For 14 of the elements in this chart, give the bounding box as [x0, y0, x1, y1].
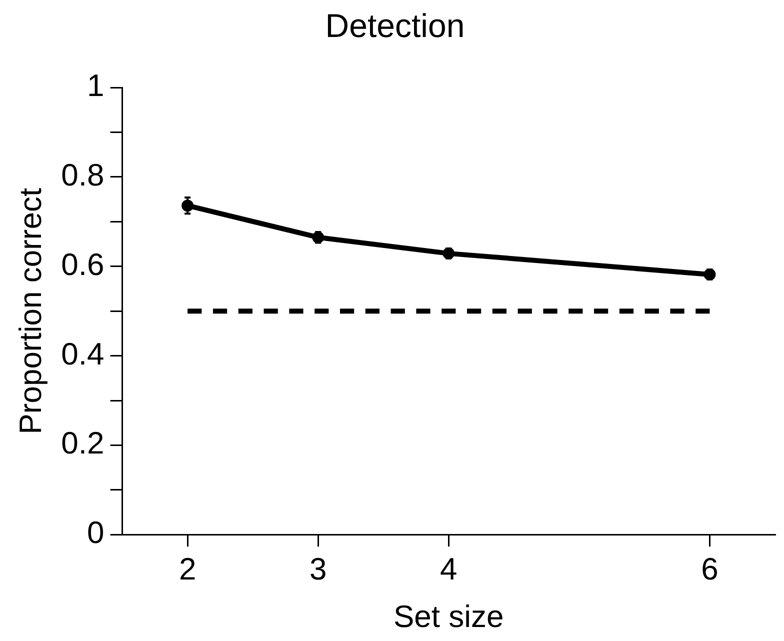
x-tick-label: 2	[178, 552, 196, 587]
y-axis-title: Proportion correct	[13, 188, 48, 434]
chart-title: Detection	[325, 6, 465, 44]
point	[182, 200, 194, 212]
y-tick-label: 0.2	[61, 426, 104, 461]
x-tick-label: 6	[701, 552, 718, 587]
x-tick-label: 4	[440, 552, 458, 587]
x-tick-label: 3	[309, 552, 327, 587]
y-tick-label: 0	[87, 515, 104, 550]
y-tick-label: 0.4	[61, 336, 104, 372]
y-tick-label: 0.6	[61, 246, 104, 282]
y-tick-label: 0.8	[61, 158, 104, 193]
y-tick-label: 1	[87, 68, 104, 104]
x-axis-title: Set size	[394, 598, 504, 634]
